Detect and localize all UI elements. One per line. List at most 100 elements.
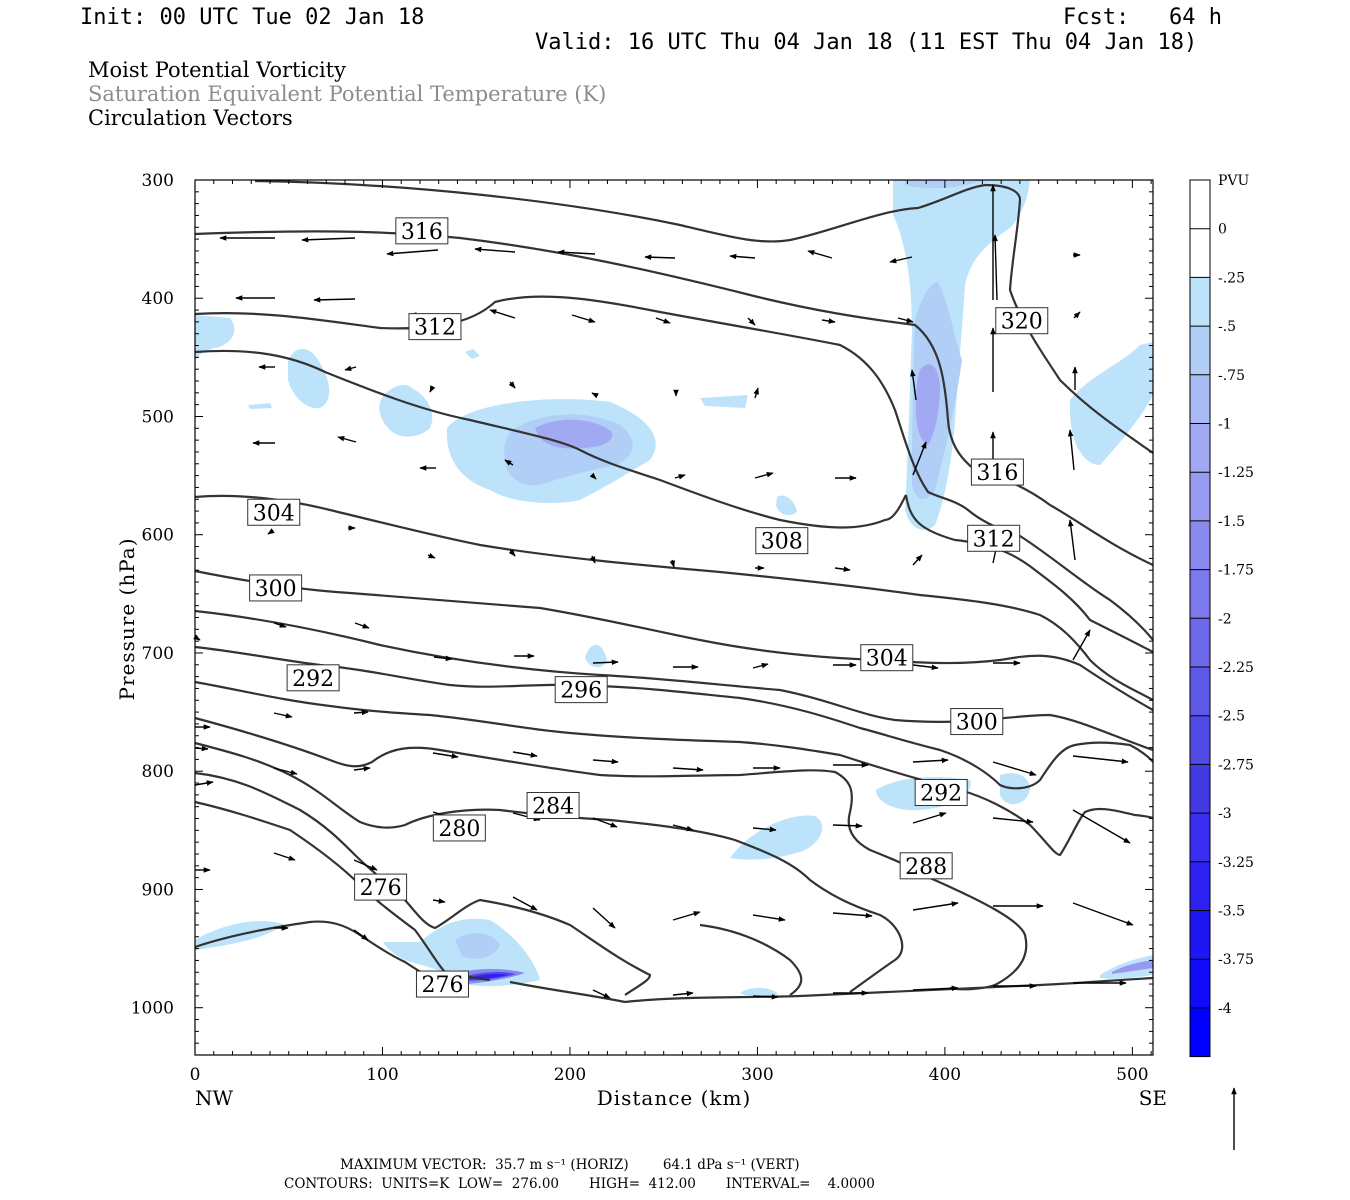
contour-line: [194, 494, 1154, 701]
wind-vector: [267, 528, 275, 535]
colorbar-swatch: [1190, 764, 1210, 814]
y-axis-ticks: 300 400 500 600 700 800 900 1000: [131, 171, 174, 1019]
wind-vector: [897, 317, 914, 324]
contour-line: [194, 741, 904, 993]
contour-label: 320: [995, 307, 1049, 335]
colorbar: 0 -.25 -.5 -.75 -1 -1.25 -1.5 -1.75 -2 -2.25 -2.5 -…: [1189, 179, 1254, 1058]
contour-labels: 316 312 320 316 312 304 308 300 304 292 296 300 292 2…: [247, 217, 1049, 998]
contour-line: [699, 923, 803, 996]
contour-label-box: [967, 524, 1021, 552]
wind-vector: [752, 993, 779, 1000]
contour-label-text: 304: [866, 647, 908, 672]
wind-vector: [992, 817, 1034, 825]
contour-label-text: 288: [905, 855, 947, 880]
wind-vector: [353, 709, 369, 716]
colorbar-swatch: [1190, 326, 1210, 375]
valid-time: Valid: 16 UTC Thu 04 Jan 18 (11 EST Thu …: [535, 30, 1198, 55]
pv-shading: [195, 180, 1153, 998]
wind-vector: [992, 761, 1037, 776]
y-axis-label: Pressure (hPa): [115, 538, 139, 701]
colorbar-label: -1.75: [1218, 563, 1254, 579]
wind-vector: [273, 712, 293, 719]
pv-region: [740, 987, 778, 998]
contour-label-box: [432, 814, 486, 842]
max-vector-note: MAXIMUM VECTOR: 35.7 m s⁻¹ (HORIZ) 64.1 …: [340, 1157, 800, 1173]
wind-vector: [592, 659, 619, 666]
wind-vector: [912, 901, 959, 911]
wind-vector: [313, 297, 356, 303]
x-axis-label: Distance (km): [597, 1086, 752, 1110]
wind-vector: [592, 758, 619, 765]
contour-label-text: 280: [438, 817, 480, 842]
wind-vector: [273, 767, 298, 776]
pv-region: [465, 349, 480, 359]
contour-line: [194, 645, 1154, 790]
contour-label: 300: [249, 574, 303, 602]
contour-label-box: [354, 873, 408, 901]
wind-vector: [433, 655, 453, 662]
colorbar-label: -3.5: [1218, 904, 1245, 920]
pv-region: [195, 315, 235, 365]
wind-vector: [301, 236, 356, 243]
contour-line: [194, 609, 1154, 752]
y-tick-label: 700: [142, 644, 174, 664]
colorbar-swatch: [1190, 520, 1210, 570]
pv-region: [379, 384, 433, 437]
wind-vector: [912, 554, 923, 566]
x-tick-label: 500: [1116, 1065, 1148, 1085]
wind-vector: [832, 912, 873, 919]
wind-vector: [672, 911, 701, 921]
contour-label: 280: [432, 814, 486, 842]
wind-vector: [592, 907, 616, 929]
wind-vector: [489, 309, 516, 319]
colorbar-label: -3.75: [1218, 952, 1254, 968]
contour-label-text: 320: [1001, 310, 1043, 335]
x-tick-label: 300: [741, 1065, 773, 1085]
contour-line: [904, 494, 1154, 653]
wind-vector: [672, 824, 694, 832]
contour-line: [1008, 199, 1154, 454]
wind-vector: [912, 441, 927, 476]
contour-label-text: 316: [401, 220, 443, 245]
field-label-mpv: Moist Potential Vorticity: [88, 58, 346, 82]
contour-label: 316: [970, 458, 1024, 486]
wind-vector: [807, 250, 833, 259]
wind-vector: [1068, 519, 1076, 561]
wind-vector: [193, 634, 201, 641]
wind-vector: [508, 549, 516, 557]
contour-label-box: [554, 676, 608, 704]
colorbar-swatch: [1190, 472, 1210, 521]
wind-vector: [912, 664, 939, 671]
contour-label-text: 312: [973, 527, 1015, 552]
contour-line: [194, 716, 1028, 991]
pv-region: [1069, 342, 1153, 465]
wind-vector: [353, 859, 378, 871]
contour-line: [254, 179, 1022, 243]
wind-vector: [432, 752, 459, 759]
wind-vector: [273, 852, 296, 861]
wind-vector: [753, 387, 759, 399]
wind-vector: [504, 459, 514, 466]
colorbar-swatch: [1190, 228, 1210, 278]
wind-vector: [644, 254, 676, 261]
wind-vector: [386, 249, 439, 257]
contour-label-box: [408, 313, 462, 341]
colorbar-label: -2: [1218, 611, 1232, 627]
pv-region: [915, 364, 940, 445]
contour-label: 312: [967, 524, 1021, 552]
wind-vector: [1072, 809, 1131, 844]
colorbar-swatch: [1190, 715, 1210, 765]
contour-label-text: 300: [255, 577, 297, 602]
colorbar-label: -2.75: [1218, 757, 1254, 773]
contour-line: [194, 920, 441, 984]
colorbar-swatch: [1190, 180, 1210, 229]
wind-vector: [508, 381, 516, 389]
contour-label-box: [415, 970, 469, 998]
wind-vector: [747, 317, 756, 326]
x-axis-left-end-label: NW: [195, 1086, 234, 1110]
colorbar-label: -.25: [1218, 270, 1245, 286]
contour-label-text: 312: [414, 316, 456, 341]
wind-vector: [344, 365, 357, 372]
wind-vector: [1072, 755, 1129, 765]
wind-vector: [1073, 311, 1081, 319]
